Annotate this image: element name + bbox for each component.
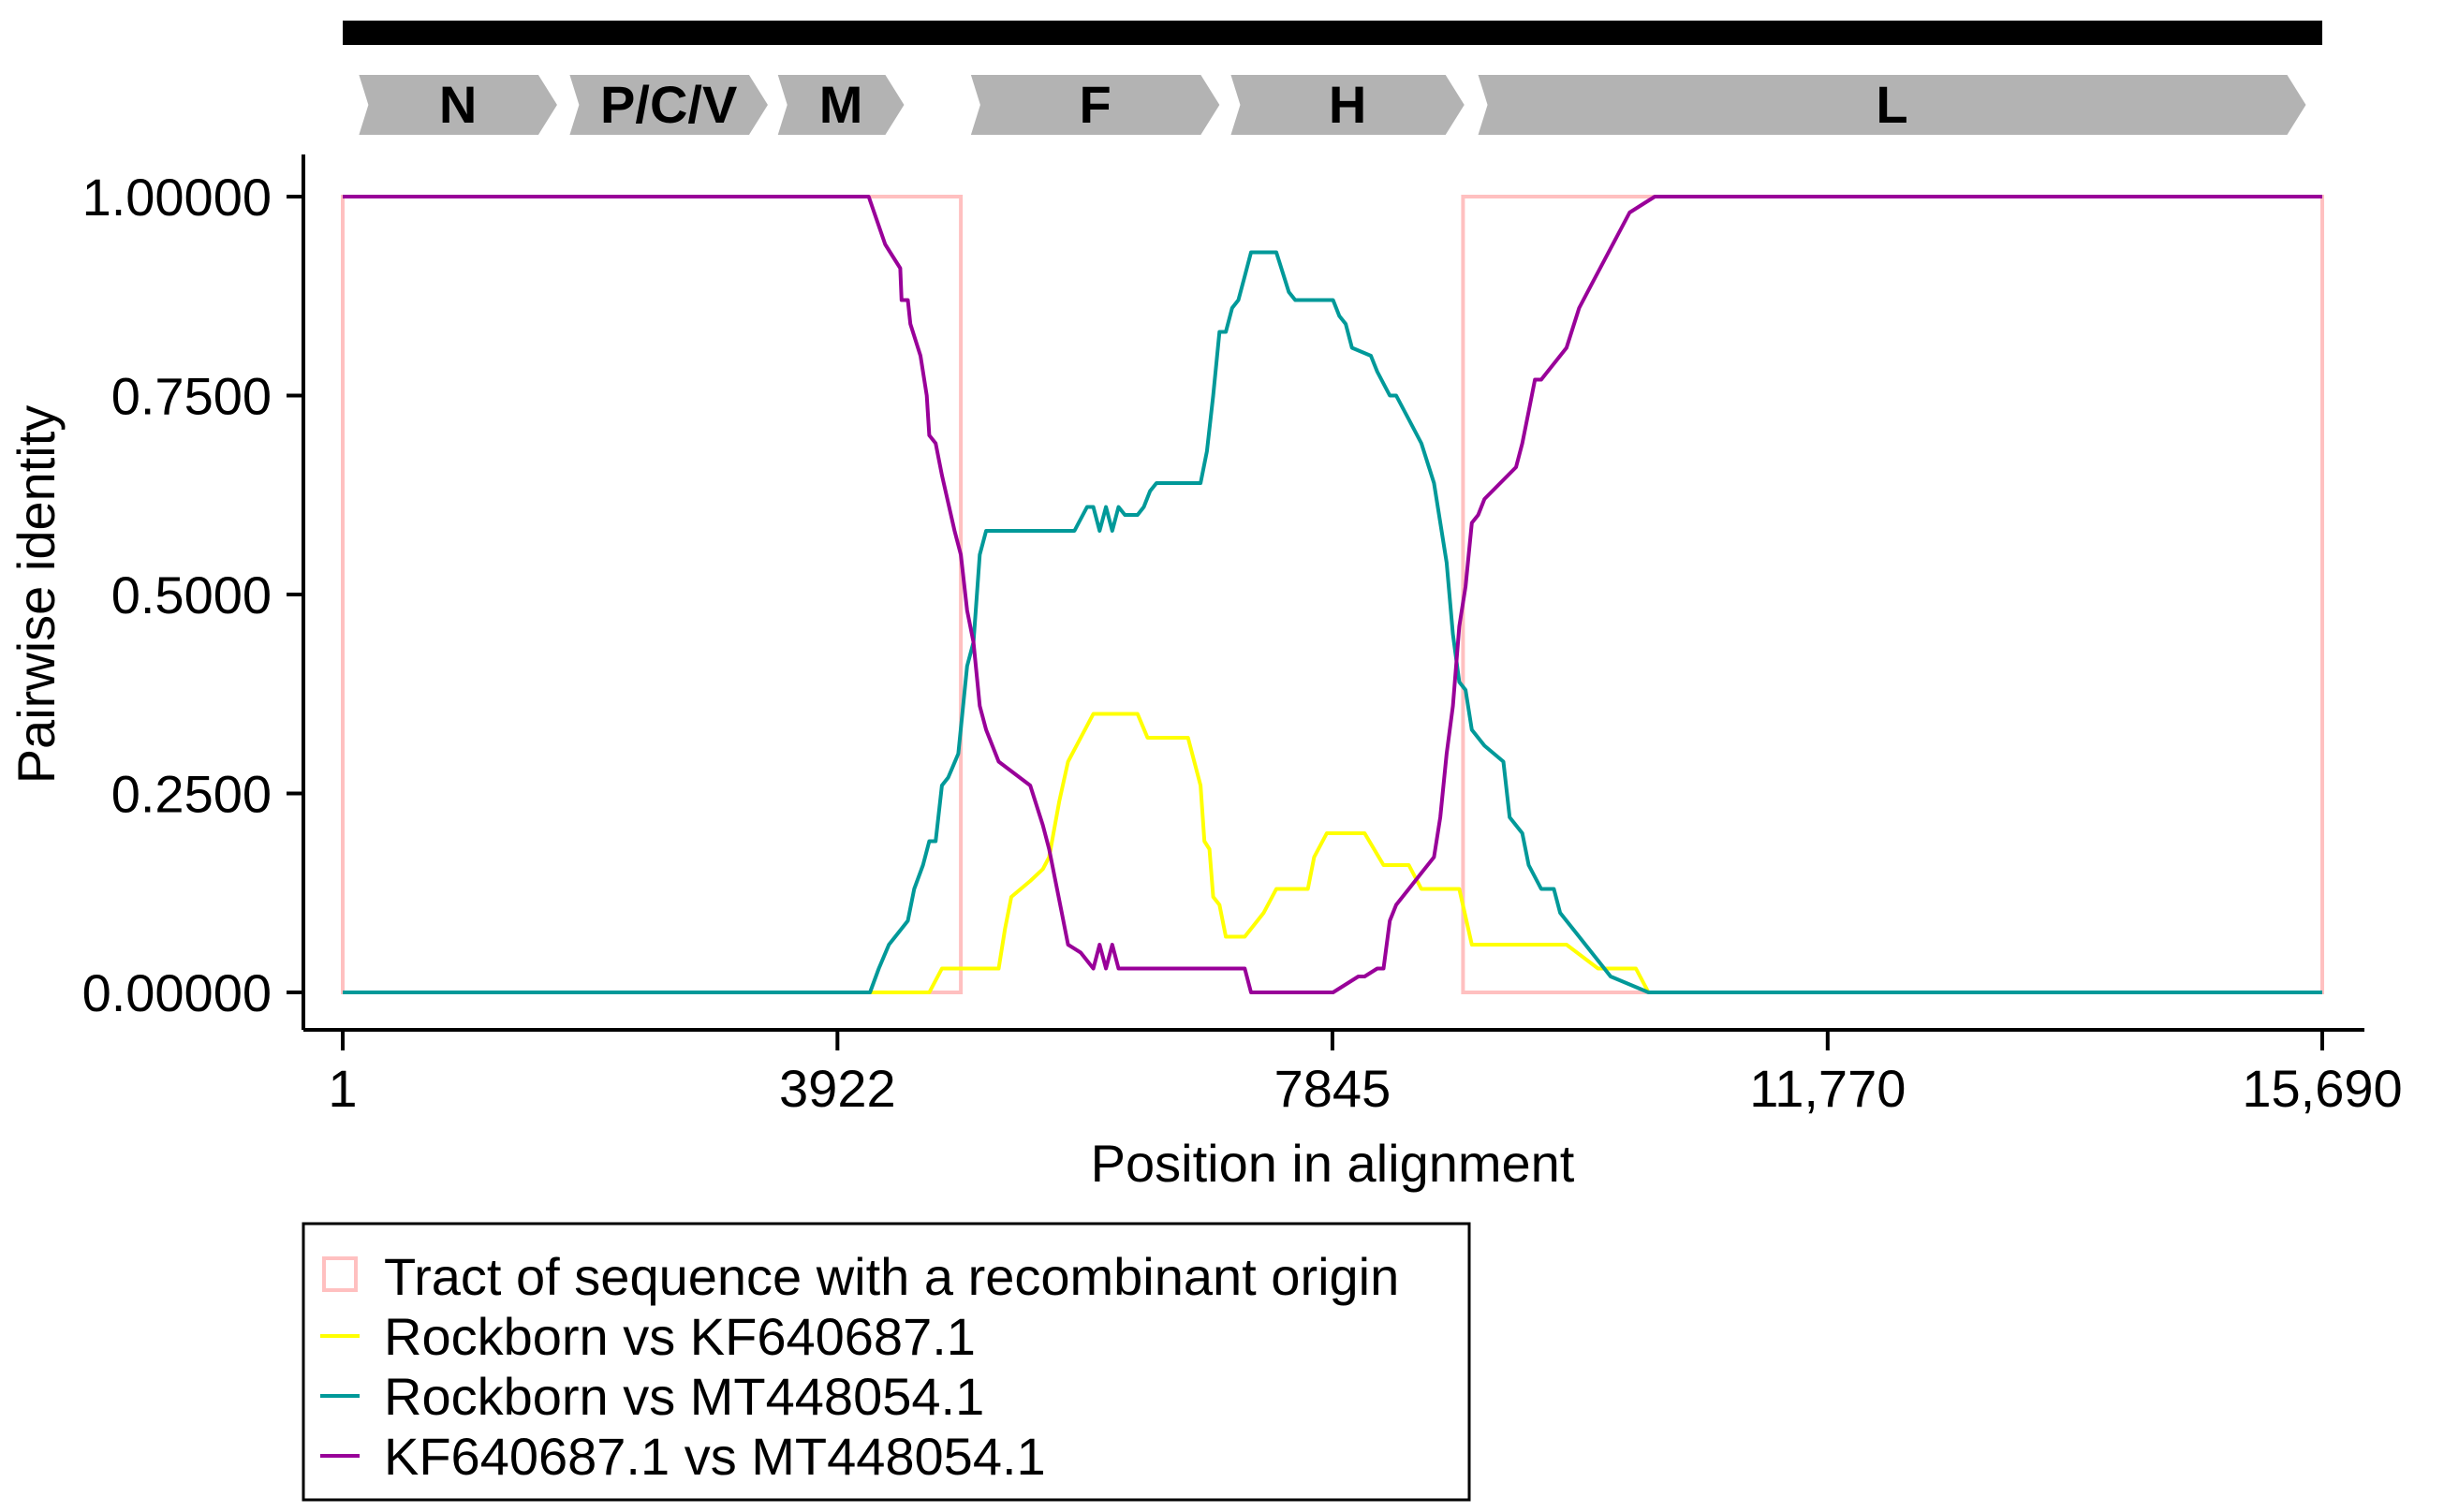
legend-label-1: Tract of sequence with a recombinant ori… — [384, 1247, 1399, 1306]
gene-label-f: F — [1080, 75, 1112, 134]
gene-label-n: N — [439, 75, 477, 134]
x-tick-label: 11,770 — [1749, 1059, 1906, 1118]
y-ticks: 0.00000 0.2500 0.5000 0.7500 1.00000 — [82, 168, 303, 1022]
recombinant-tract-2 — [1461, 195, 2324, 994]
plot-area — [341, 195, 2324, 994]
x-tick-label: 3922 — [779, 1059, 896, 1118]
legend-frame — [302, 1222, 1471, 1502]
gene-arrow-l — [1478, 75, 2306, 135]
x-tick-label: 1 — [328, 1059, 357, 1118]
legend: Tract of sequence with a recombinant ori… — [302, 1222, 1471, 1502]
y-tick-label: 1.00000 — [82, 168, 272, 227]
series-lines — [343, 195, 2322, 994]
y-axis-title: Pairwise identity — [7, 405, 66, 785]
gene-label-m: M — [819, 75, 863, 134]
recombinant-tracts — [341, 195, 2324, 994]
legend-label-3: Rockborn vs MT448054.1 — [384, 1367, 984, 1426]
legend-swatch-1 — [322, 1256, 358, 1292]
x-tick-label: 15,690 — [2242, 1059, 2402, 1118]
x-ticks: 1 3922 7845 11,770 15,690 — [328, 1030, 2403, 1118]
y-tick-label: 0.00000 — [82, 963, 272, 1022]
gene-label-l: L — [1876, 75, 1907, 134]
legend-label-2: Rockborn vs KF640687.1 — [384, 1307, 976, 1366]
gene-annotations: N P/C/V M F H L — [359, 75, 2306, 135]
genome-bar — [343, 21, 2322, 45]
legend-label-4: KF640687.1 vs MT448054.1 — [384, 1427, 1046, 1486]
series-line-2 — [343, 250, 2322, 994]
y-tick-label: 0.5000 — [111, 565, 272, 624]
legend-items: Tract of sequence with a recombinant ori… — [320, 1247, 1399, 1486]
y-tick-label: 0.2500 — [111, 765, 272, 824]
gene-arrow-f — [970, 75, 1220, 135]
recombinant-tract-1 — [341, 195, 964, 994]
x-axis-title: Position in alignment — [1091, 1134, 1575, 1193]
gene-arrow-h — [1230, 75, 1465, 135]
gene-arrow-p-c-v — [569, 75, 768, 135]
gene-label-p-c-v: P/C/V — [600, 75, 737, 134]
gene-arrow-m — [777, 75, 905, 135]
gene-label-h: H — [1329, 75, 1366, 134]
x-tick-label: 7845 — [1274, 1059, 1391, 1118]
series-line-1 — [343, 712, 2322, 994]
axes: 0.00000 0.2500 0.5000 0.7500 1.00000 1 3922 78… — [7, 154, 2403, 1193]
gene-arrow-n — [359, 75, 557, 135]
y-tick-label: 0.7500 — [111, 367, 272, 426]
series-line-3 — [343, 195, 2322, 994]
